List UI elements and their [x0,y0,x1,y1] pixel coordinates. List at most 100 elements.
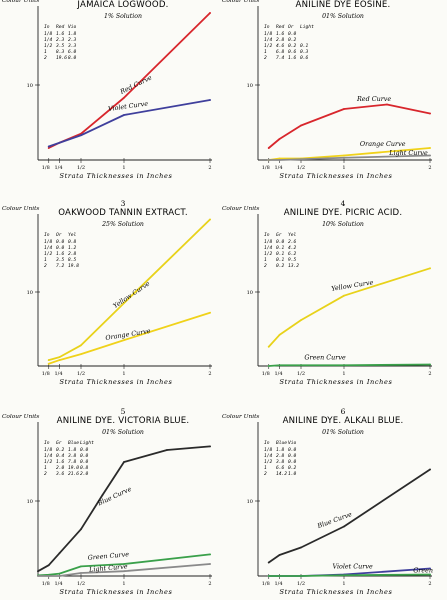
series-line-light-curve [37,563,211,577]
curve-label: Green Curve [87,550,129,562]
table-cell: 3.5 [55,257,65,263]
table-cell: 0.0 [276,239,285,245]
table-cell: 7.2 [56,263,65,269]
table-header-yel: Yel [288,232,297,238]
data-point [429,267,431,270]
x-axis-label: Strata Thicknesses in Inches [280,588,393,596]
table-cell: 0.6 [288,49,297,55]
x-tick-label: 2 [208,165,211,171]
data-point [209,99,211,101]
chart-title: ANILINE DYE. PICRIC ACID. [284,208,403,218]
x-tick-label: 1/4 [274,371,282,377]
data-point [123,570,125,573]
x-tick-label: 1/8 [42,581,50,587]
table-cell: 1.0 [288,471,297,477]
data-point [267,561,270,564]
table-cell: 2 [44,471,47,477]
x-tick-label: 2 [428,165,431,171]
table-cell: 3.8 [275,459,285,465]
curve-label: Red Curve [118,74,153,97]
curve-label: Yellow Curve [112,280,152,310]
table-cell: 1.6 [56,251,65,257]
table-header-in: In [264,232,270,238]
data-point [278,157,281,160]
table-cell: 1/2 [44,459,53,465]
x-tick-label: 2 [428,581,431,587]
data-point [429,567,431,570]
table-cell: 0.4 [56,453,65,459]
y-tick-label: 10 [27,290,33,296]
data-point [80,353,82,356]
table-cell: 1.2 [68,245,77,251]
curve-label: Orange Curve [360,140,406,148]
x-tick-label: 1/2 [297,371,305,377]
curve-label: Yellow Curve [331,278,374,293]
data-point [343,156,345,159]
data-point [267,345,270,348]
x-axis-label: Strata Thicknesses in Inches [280,378,393,386]
table-cell: 0.0 [288,31,297,37]
data-point [80,528,82,531]
table-cell: 1/4 [44,245,53,251]
data-point [278,334,281,336]
x-tick-label: 1/8 [42,371,50,377]
table-cell: 1/4 [264,37,273,43]
data-point [123,461,125,463]
table-cell: 1 [44,49,47,55]
data-point [58,359,61,361]
chart-title: ANILINE DYE. ALKALI BLUE. [283,416,404,426]
x-tick-label: 1/4 [274,165,282,171]
table-cell: 7.4 [276,55,285,61]
data-point [343,154,345,157]
table-cell: 2.8 [276,453,285,459]
table-cell: 1/2 [264,459,273,465]
curve-label: Light Curve [88,562,128,573]
table-cell: 1 [44,257,47,263]
data-point [123,563,125,565]
table-cell: 7.8 [68,459,77,465]
table-cell: 19.0 [68,465,79,471]
table-cell: 1.8 [276,447,285,453]
data-point [123,339,125,341]
table-cell: 1/4 [44,37,53,43]
table-cell: 2 [44,55,47,61]
table-cell: 1/4 [44,453,53,459]
table-header-or: Or [288,24,294,30]
series-line-red-curve [267,103,431,149]
table-cell: 1/2 [44,43,53,49]
table-cell: 0.0 [288,453,297,459]
data-point [47,362,50,365]
x-axis-label: Strata Thicknesses in Inches [60,172,173,180]
data-point [343,574,345,577]
table-cell: 14.2 [276,471,287,477]
data-point [429,468,431,471]
data-point [209,563,211,565]
table-cell: 1 [44,465,47,471]
data-point [278,138,281,140]
data-point [209,553,211,556]
data-point [267,159,270,161]
x-tick-label: 1/2 [77,165,85,171]
table-cell: 1.6 [56,31,65,37]
table-cell: 0.0 [80,459,89,465]
chart-panel-1: 1 JAMAICA LOGWOOD. 1% Solution Colour Units… [2,0,212,180]
table-cell: 2.3 [68,37,77,43]
y-tick-label: 10 [27,83,33,89]
data-point [58,141,61,144]
table-cell: 0.0 [80,447,89,453]
data-point [267,147,270,149]
chart-subtitle: 01% Solution [322,13,364,20]
y-axis-label: Colour Units [2,206,39,212]
data-point [123,114,125,116]
data-point [80,344,82,347]
table-cell: 1.6 [288,55,297,61]
x-tick-label: 1/8 [262,165,270,171]
table-cell: 0.8 [68,239,77,245]
chart-number: 6 [341,407,346,416]
data-point [300,319,302,322]
curve-label: Blue Curve [315,510,353,530]
x-tick-label: 1 [342,371,345,377]
curve-label: Red Curve [356,95,391,103]
